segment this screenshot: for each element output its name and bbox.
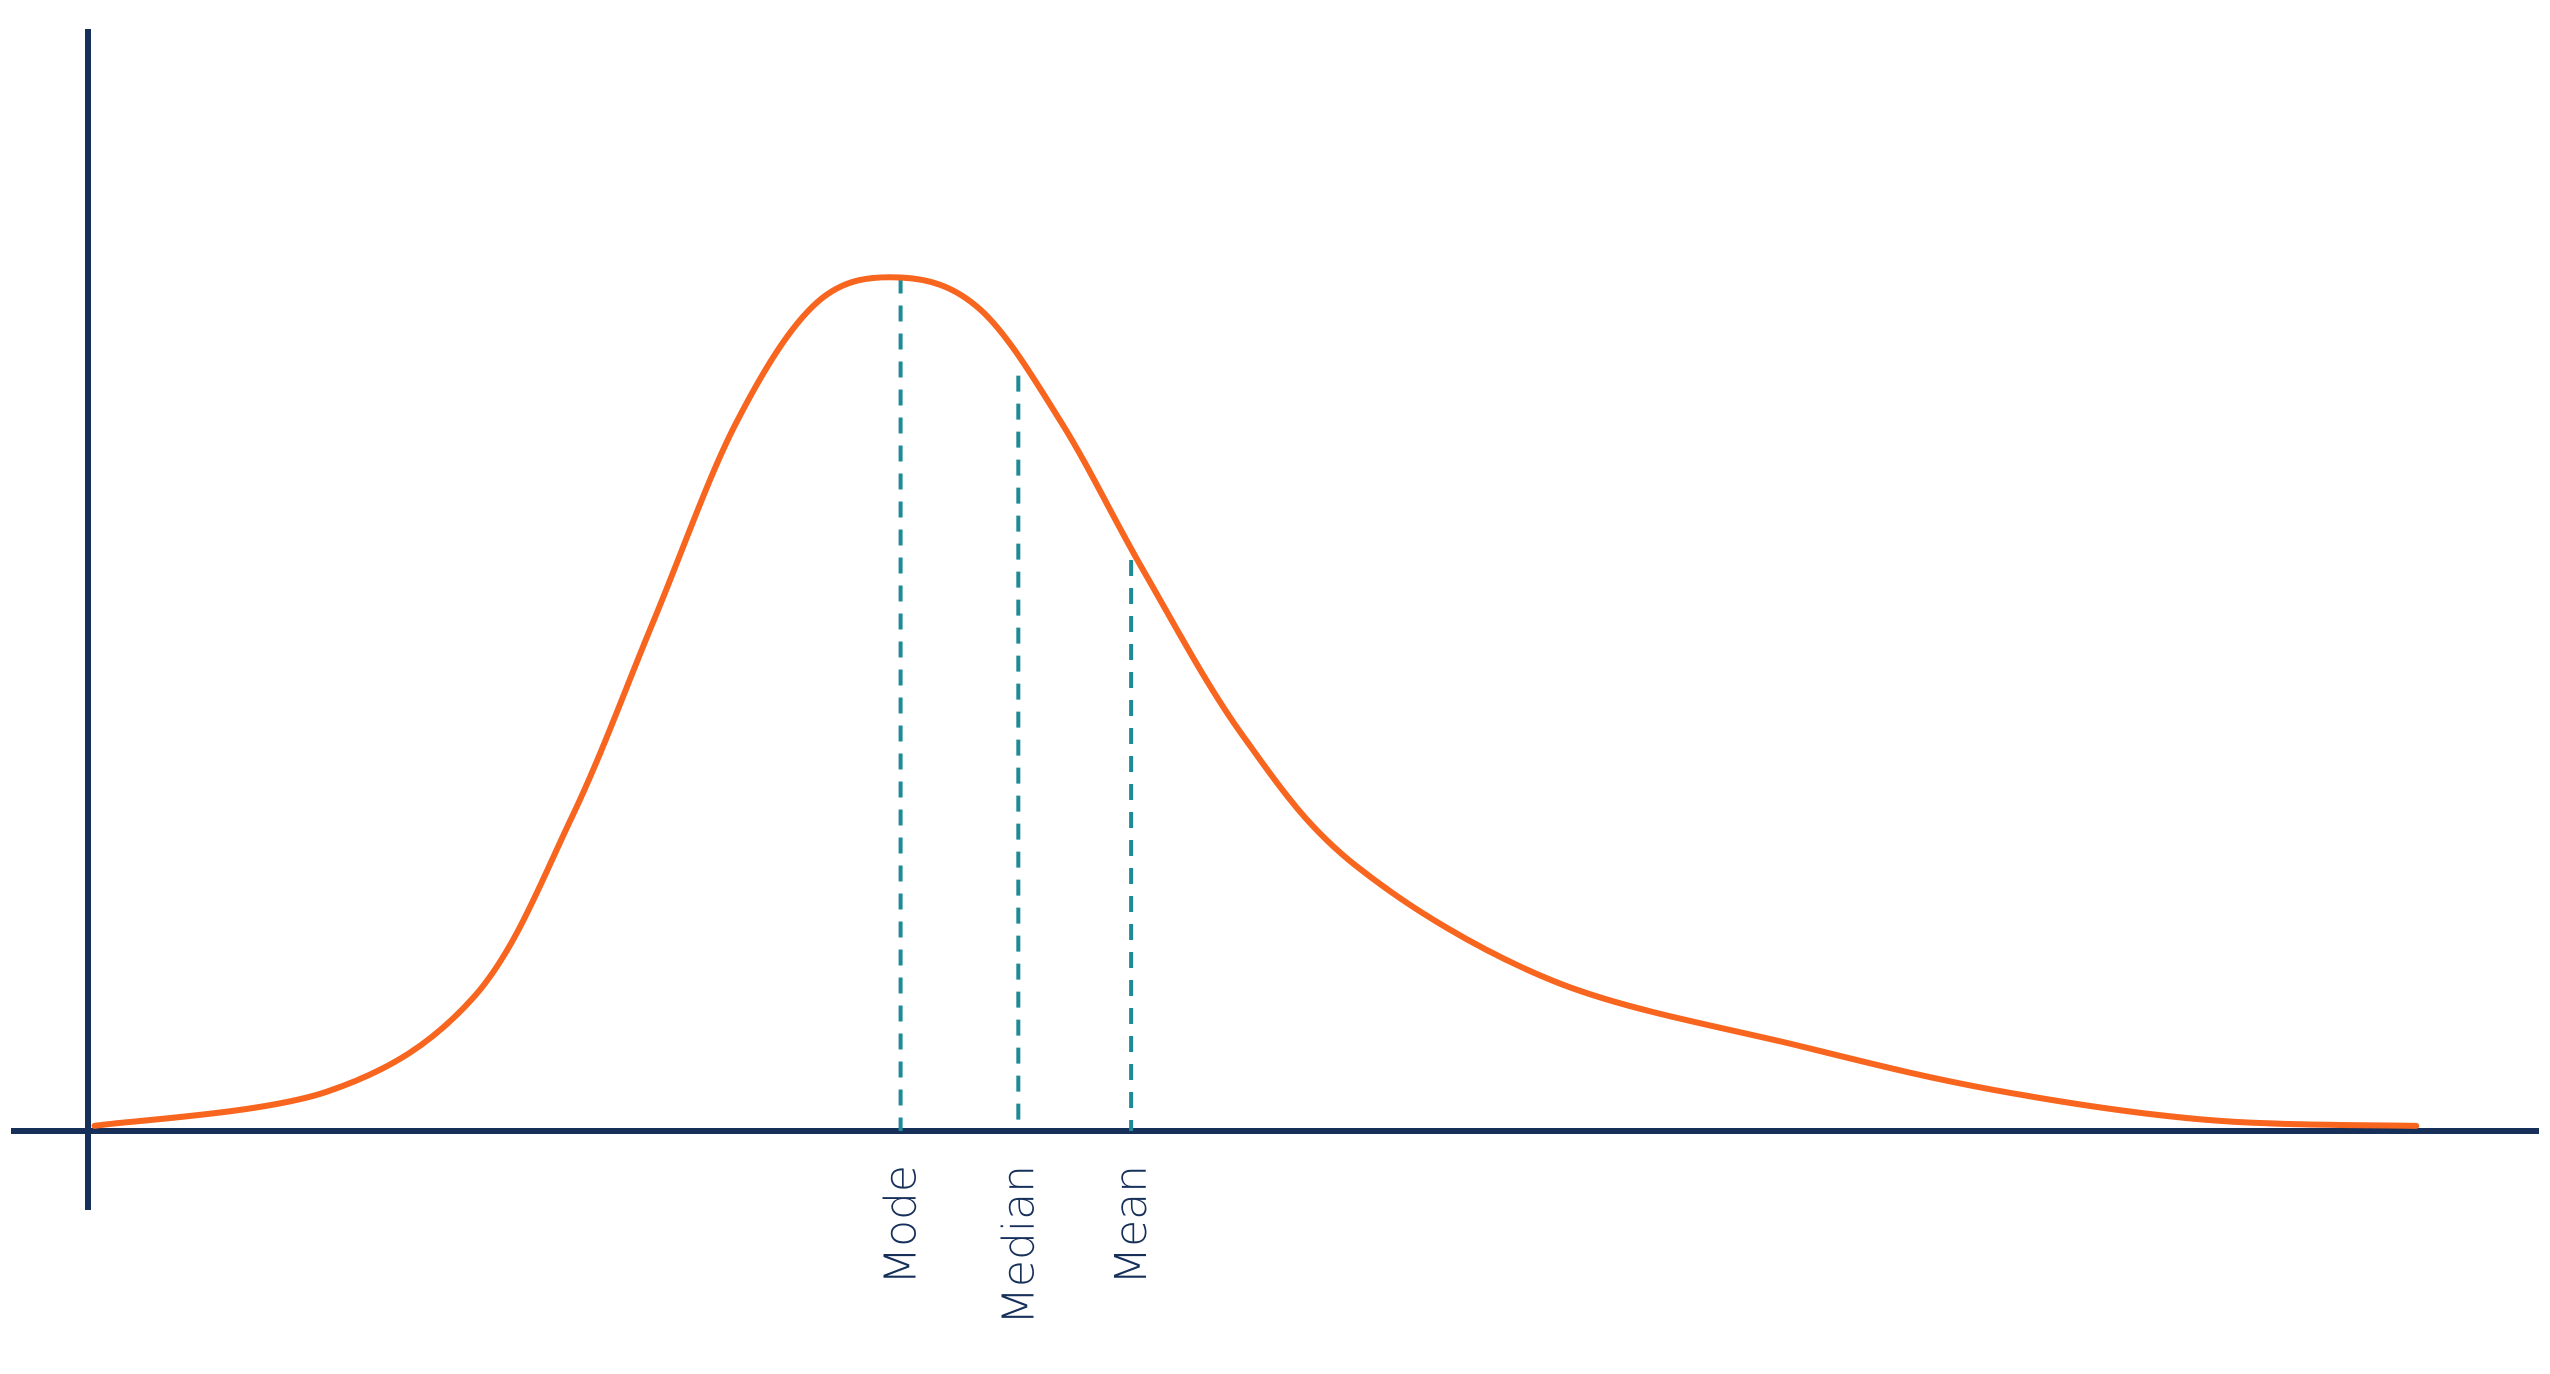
mean-label: Mean — [1106, 1165, 1157, 1285]
distribution-curve — [91, 274, 2420, 1129]
mode-label: Mode — [876, 1165, 927, 1285]
median-label: Median — [993, 1165, 1044, 1325]
